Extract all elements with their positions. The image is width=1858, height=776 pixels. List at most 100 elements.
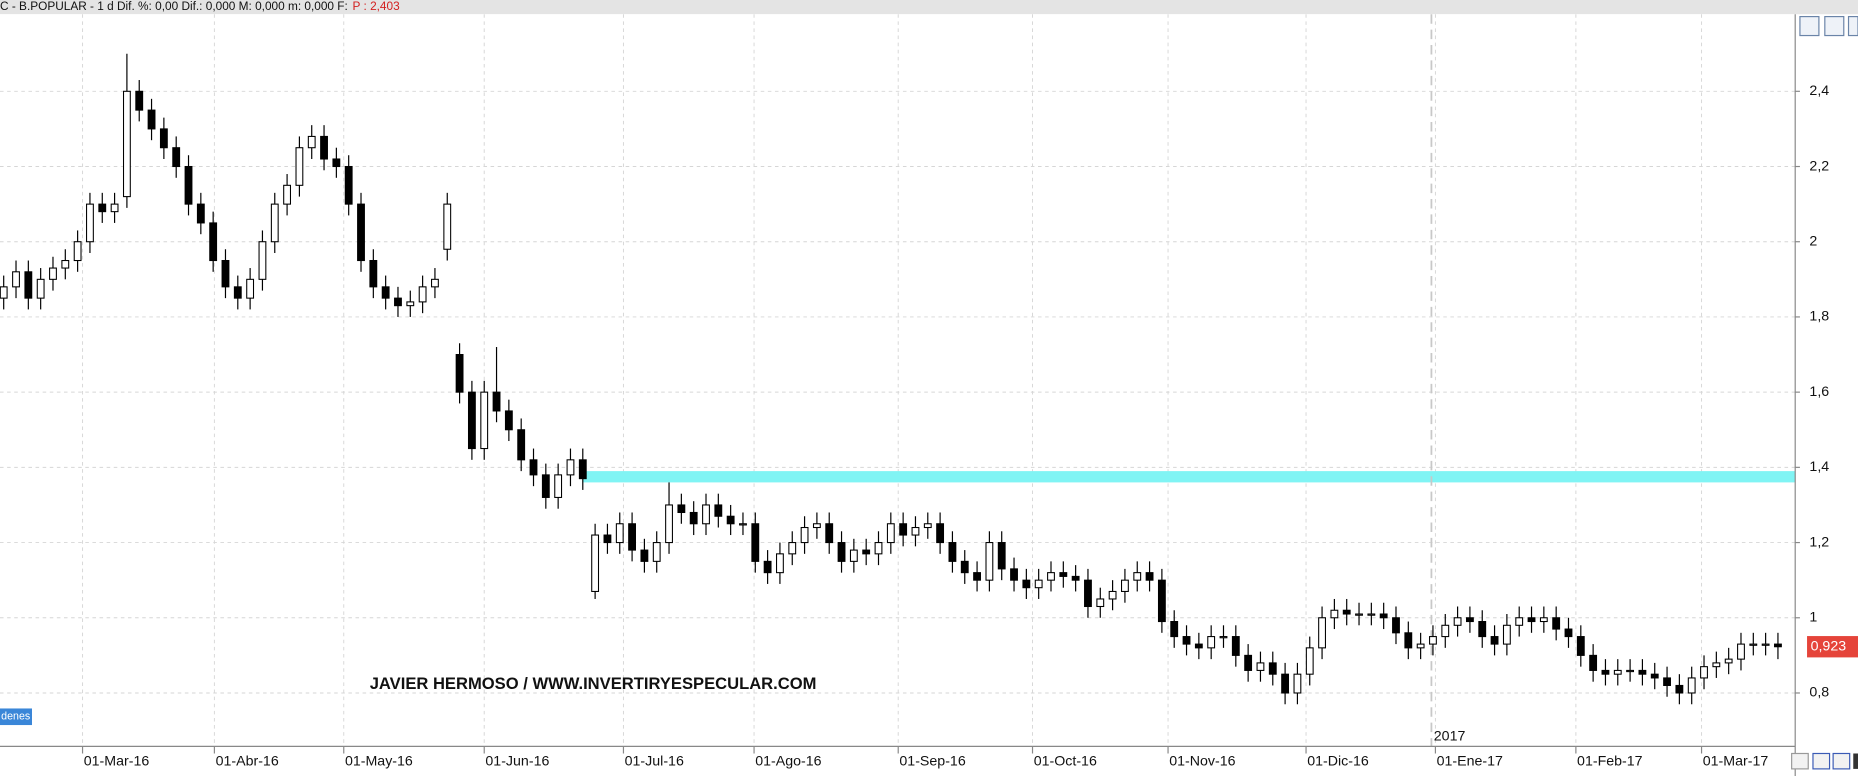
axes: 0,8 1 1,2 1,4 1,6 1,8 2 2,2 2,4 01-Mar-16 01-Abr-1… <box>81 83 1858 770</box>
candle-body <box>1675 684 1684 694</box>
candle-body <box>1539 617 1548 623</box>
tool-button[interactable] <box>1832 752 1851 770</box>
candle-body <box>973 572 981 581</box>
y-tick-label: 2 <box>1809 233 1817 249</box>
candle-body <box>1121 579 1129 592</box>
bands <box>582 471 1796 483</box>
candle-body <box>603 534 612 544</box>
candle-body <box>1638 669 1647 675</box>
candle-body <box>1194 643 1203 649</box>
candle-body <box>1096 598 1105 608</box>
candle-body <box>628 523 636 551</box>
candle-body <box>1071 575 1080 581</box>
candle-body <box>812 523 821 529</box>
candle-body <box>1342 609 1351 615</box>
x-tick-label: 01-Ago-16 <box>755 754 821 770</box>
candle-body <box>0 286 8 299</box>
candle-body <box>862 549 871 555</box>
tool-button[interactable] <box>1791 752 1809 770</box>
candle-body <box>1761 643 1770 646</box>
candle-body <box>332 158 341 168</box>
candle-body <box>702 504 710 525</box>
candle-body <box>209 222 218 262</box>
y-tick-label: 0,8 <box>1809 685 1829 701</box>
candles <box>0 53 1782 705</box>
candle-body <box>1774 643 1782 648</box>
candle-body <box>1749 643 1758 646</box>
candle-body <box>1034 579 1043 589</box>
candle-body <box>726 515 735 525</box>
candle-body <box>1552 617 1561 630</box>
candle-body <box>689 511 698 525</box>
candle-body <box>431 278 439 288</box>
year-label: 2017 <box>1434 729 1466 745</box>
x-tick-label: 01-Mar-16 <box>84 754 150 770</box>
candle-body <box>960 560 969 574</box>
y-tick-label: 2,4 <box>1809 83 1829 99</box>
candle-body <box>1589 654 1598 671</box>
candle-body <box>381 286 390 299</box>
candle-body <box>12 271 20 288</box>
candle-body <box>1293 673 1302 694</box>
grid <box>0 14 1796 747</box>
toolbar-top[interactable] <box>1799 15 1858 37</box>
candle-body <box>1700 666 1708 679</box>
candle-body <box>73 241 82 262</box>
candle-body <box>615 523 624 544</box>
candle-body <box>677 504 686 514</box>
tool-button[interactable] <box>1853 753 1858 769</box>
tool-button[interactable] <box>1799 15 1820 37</box>
candle-body <box>110 203 119 213</box>
candle-body <box>849 549 858 562</box>
candle-body <box>1010 568 1018 581</box>
candle-body <box>1392 617 1400 634</box>
candle-body <box>923 523 932 529</box>
candle-body <box>1663 677 1671 686</box>
candle-body <box>1145 572 1154 581</box>
candle-body <box>159 128 168 149</box>
candle-body <box>258 241 267 280</box>
tool-button[interactable] <box>1824 15 1845 37</box>
support-band <box>582 471 1796 483</box>
candle-body <box>554 474 563 498</box>
candle-body <box>24 271 33 299</box>
tag-text: denes <box>1 711 30 723</box>
header-price: P : 2,403 <box>353 0 401 13</box>
candle-body <box>98 203 107 213</box>
candle-body <box>283 184 292 205</box>
candle-body <box>1650 673 1659 679</box>
x-tick-label: 01-May-16 <box>345 754 413 770</box>
candle-body <box>443 203 452 250</box>
last-price-label: 0,923 <box>1811 638 1847 654</box>
candle-body <box>800 526 809 544</box>
candle-body <box>1429 636 1437 645</box>
x-tick-label: 01-Jun-16 <box>485 754 549 770</box>
x-tick-label: 01-Nov-16 <box>1169 754 1235 770</box>
x-tick-label: 01-Jul-16 <box>625 754 684 770</box>
tool-button[interactable] <box>1812 752 1831 770</box>
candle-body <box>751 523 760 562</box>
candle-body <box>455 354 464 393</box>
candle-body <box>665 504 673 544</box>
tool-button[interactable] <box>1847 15 1858 37</box>
candle-body <box>1047 572 1055 581</box>
x-tick-label: 01-Abr-16 <box>216 754 279 770</box>
toolbar-bottom[interactable] <box>1791 752 1858 770</box>
candle-body <box>122 90 131 198</box>
candle-body <box>1133 572 1142 581</box>
candle-body <box>591 534 600 592</box>
plot-area <box>0 14 1796 747</box>
candle-body <box>357 203 365 262</box>
candle-body <box>1256 662 1265 671</box>
candle-body <box>1416 643 1425 649</box>
candle-body <box>1490 636 1499 645</box>
candle-body <box>1453 617 1462 626</box>
candle-body <box>196 203 205 224</box>
candle-body <box>714 504 723 517</box>
candle-body <box>874 542 883 555</box>
y-tick-label: 1,2 <box>1809 534 1829 550</box>
x-tick-label: 01-Oct-16 <box>1034 754 1097 770</box>
candle-body <box>394 297 402 307</box>
last-price-box <box>1807 636 1858 658</box>
candle-body <box>1231 636 1240 656</box>
